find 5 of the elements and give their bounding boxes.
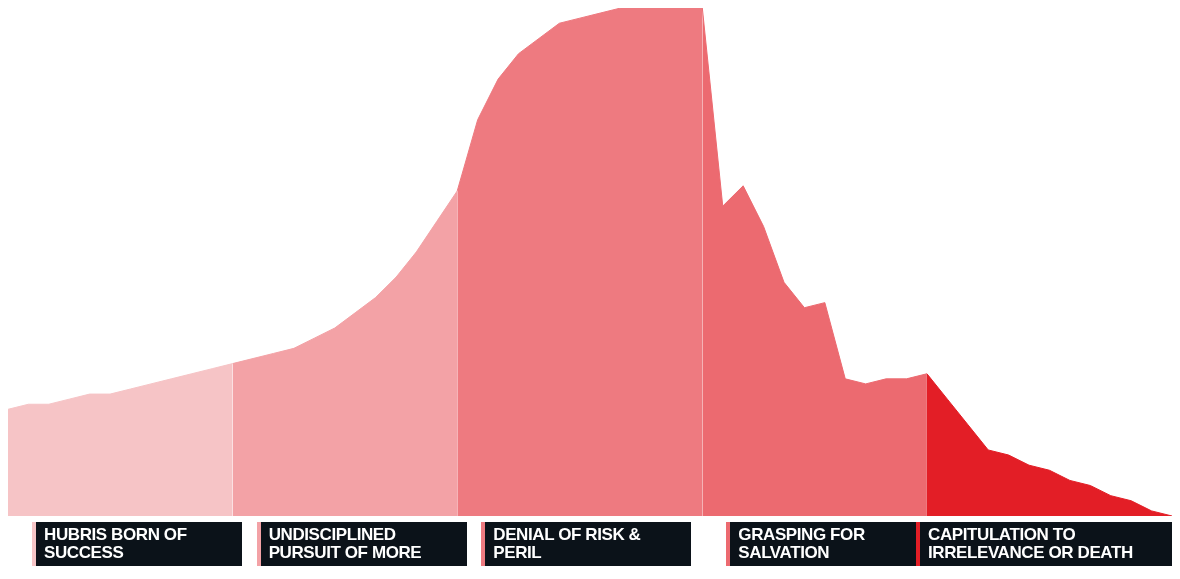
series-label: CAPITULATION TO IRRELEVANCE OR DEATH: [916, 522, 1172, 566]
series-label: HUBRIS BORN OF SUCCESS: [32, 522, 242, 566]
series-label: GRASPING FOR SALVATION: [738, 525, 865, 562]
series-label: DENIAL OF RISK & PERIL: [481, 522, 692, 566]
series-label: UNDISCIPLINED PURSUIT OF MORE: [256, 522, 467, 566]
